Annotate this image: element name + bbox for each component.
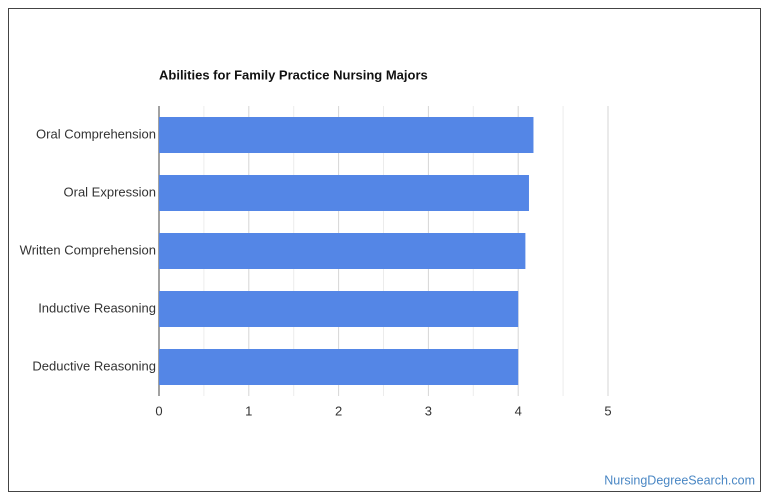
- chart-title: Abilities for Family Practice Nursing Ma…: [159, 67, 428, 82]
- y-tick-label: Inductive Reasoning: [38, 300, 156, 315]
- bar: [159, 291, 519, 327]
- x-tick-label: 3: [425, 403, 432, 418]
- y-tick-label: Oral Expression: [64, 184, 156, 199]
- x-tick-label: 1: [245, 403, 252, 418]
- source[interactable]: NursingDegreeSearch.com: [604, 473, 755, 487]
- bar: [159, 117, 534, 153]
- bar: [159, 349, 519, 385]
- x-tick-label: 4: [515, 403, 522, 418]
- bar: [159, 233, 526, 269]
- y-tick-label: Oral Comprehension: [36, 126, 156, 141]
- bar: [159, 175, 529, 211]
- y-tick-label: Written Comprehension: [20, 242, 156, 257]
- y-tick-label: Deductive Reasoning: [32, 358, 156, 373]
- x-tick-label: 2: [335, 403, 342, 418]
- x-tick-label: 5: [604, 403, 611, 418]
- x-tick-label: 0: [155, 403, 162, 418]
